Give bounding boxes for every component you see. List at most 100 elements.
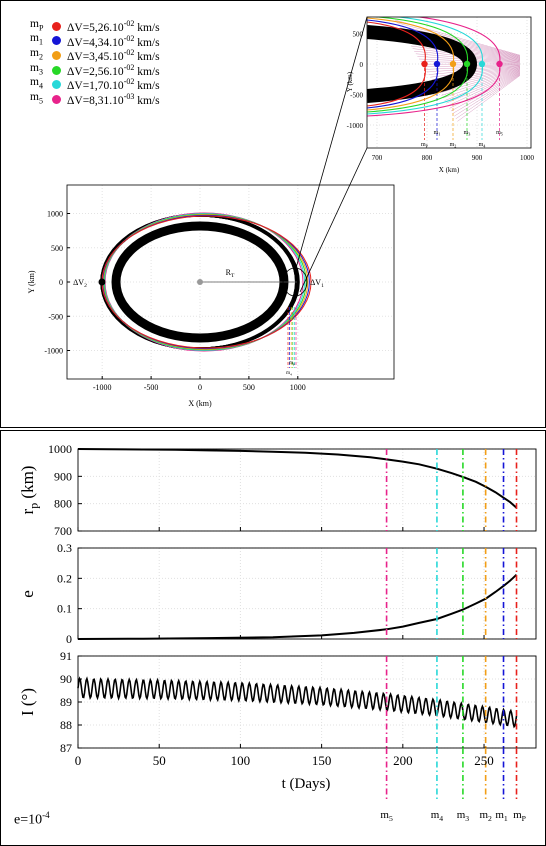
orbit-xtick: 500: [243, 383, 255, 392]
zoom-xlabel: X (km): [439, 166, 460, 174]
zoom-ytick-main: 500: [353, 31, 364, 39]
legend-mass-label: mP: [30, 17, 44, 33]
orbit-xtick-main: -1000: [93, 383, 112, 392]
orbit-xtick-main: 1000: [290, 383, 306, 392]
legend-marker-icon: [52, 65, 61, 75]
event-label-main: m: [457, 809, 466, 821]
hatch-line: [454, 74, 521, 117]
legend-dv-text: ΔV=4,34.10-02 km/s: [67, 33, 160, 49]
event-label: m3: [457, 809, 470, 823]
event-label-sub: 5: [389, 814, 393, 823]
dv2-label: ΔV2: [73, 278, 87, 289]
dv2-label-main: ΔV: [73, 278, 84, 287]
event-label-sub: P: [522, 814, 526, 823]
zoom-marker-label-sub: 3: [468, 132, 470, 137]
time-xtick-main: 250: [474, 753, 494, 768]
legend-dv-text: ΔV=1,70.10-02 km/s: [67, 77, 160, 93]
dv2-point: [98, 278, 106, 286]
dv1-label-main: ΔV: [310, 278, 321, 287]
time-xtick-main: 50: [153, 753, 166, 768]
event-label-sub: 1: [504, 814, 508, 823]
time-xtick: 250: [474, 753, 494, 768]
rp-ylabel-sub: p: [26, 503, 40, 509]
event-label-sub: 3: [465, 814, 469, 823]
time-ytick-main: 89: [60, 695, 72, 709]
orbit-ytick: 0: [59, 278, 63, 287]
time-ytick-main: 900: [54, 469, 72, 483]
time-ytick-main: 0.2: [57, 571, 72, 585]
legend-mass-label: m3: [30, 61, 43, 76]
orbit-xtick: -500: [144, 383, 159, 392]
zoom-marker-label-main: m: [450, 142, 455, 148]
orbit-ytick-main: 1000: [47, 210, 63, 219]
hatch-line: [446, 71, 521, 104]
hatch-line: [447, 72, 521, 107]
legend-dv-text: ΔV=8,31.10-03 km/s: [67, 92, 160, 107]
orbit-xtick: 1000: [290, 383, 306, 392]
zoom-xtick: 700: [372, 154, 383, 162]
time-panel-frame: [77, 547, 537, 640]
tiny-marker-label: m4: [286, 371, 292, 376]
time-ytick: 1000: [48, 442, 72, 456]
zoom-marker-label: m3: [464, 130, 471, 137]
zoom-xtick-main: 800: [422, 154, 433, 162]
time-xtick-main: 150: [312, 753, 332, 768]
orbit-xlabel: X (km): [188, 399, 212, 408]
orbit-ylabel-main: Y (km): [27, 270, 36, 293]
dv2-label-sub: 2: [84, 283, 87, 289]
orbit-ytick: 500: [51, 244, 63, 253]
zoom-ylabel: Y (km): [346, 71, 354, 92]
zoom-marker-label: m2: [450, 142, 457, 149]
zoom-marker-point: [433, 60, 441, 68]
hatch-line: [452, 73, 521, 114]
time-ytick: 900: [54, 469, 72, 483]
orbit-ylabel: Y (km): [27, 270, 36, 293]
zoom-marker-label-main: m: [434, 130, 439, 136]
zoom-marker-point: [421, 60, 428, 68]
legend-dv-text: ΔV=2,56.10-02 km/s: [67, 62, 160, 78]
legend-mass-label: m5: [30, 90, 43, 106]
rp-ylabel: rp (km): [18, 466, 40, 515]
i-ylabel: I (°): [18, 688, 37, 716]
zoom-marker-point: [463, 60, 471, 68]
rp-ylabel-unit: (km): [18, 466, 37, 503]
zoom-ytick: -500: [350, 92, 363, 100]
time-ytick-main: 90: [60, 672, 72, 686]
event-label-sub: 4: [439, 814, 443, 823]
time-ytick-main: 800: [54, 497, 72, 511]
time-series-curve: [77, 573, 518, 640]
event-label: m5: [380, 809, 393, 823]
zoom-ylabel-main: Y (km): [346, 71, 354, 92]
time-ytick-main: 1000: [48, 442, 72, 456]
dv1-label: ΔV1: [310, 278, 324, 289]
zoom-ytick: 0: [360, 61, 364, 69]
zoom-ytick-main: -500: [350, 92, 363, 100]
time-ytick: 0.3: [57, 541, 72, 555]
time-xtick: 150: [312, 753, 332, 768]
rt-label-sub: T: [231, 273, 235, 279]
tiny-marker-label-sub: 4: [290, 372, 292, 376]
time-ytick-main: 87: [60, 741, 72, 755]
legend-dv-text: ΔV=5,26.10-02 km/s: [67, 19, 160, 34]
event-label-main: m: [513, 809, 522, 821]
time-ytick-main: 700: [54, 524, 72, 538]
legend-marker-icon: [52, 50, 61, 60]
zoom-ytick-main: 0: [360, 61, 364, 69]
time-ytick-main: 88: [60, 718, 72, 732]
rt-label: RT: [226, 268, 235, 279]
orbit-ytick-main: -500: [48, 312, 63, 321]
orbit-ytick-main: 0: [59, 278, 63, 287]
time-xtick-main: 0: [75, 753, 82, 768]
time-ytick-main: 0.3: [57, 541, 72, 555]
orbit-xtick-main: 0: [198, 383, 202, 392]
e-ylabel: e: [18, 590, 37, 598]
legend-item: mP ΔV=5,26.10-02 km/s: [30, 17, 160, 34]
orbit-xtick: 0: [198, 383, 202, 392]
time-ytick-main: 0.1: [57, 602, 72, 616]
zoom-marker-label: mP: [421, 142, 429, 149]
legend-item: m1 ΔV=4,34.10-02 km/s: [30, 32, 160, 49]
zoom-marker-label-main: m: [496, 130, 501, 136]
time-xtick: 100: [231, 753, 251, 768]
legend-mass-label: m2: [30, 47, 43, 62]
